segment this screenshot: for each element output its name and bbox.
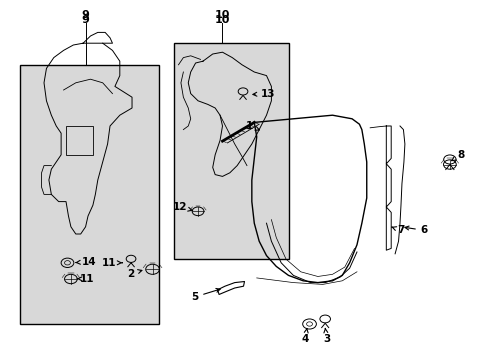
Text: 11: 11 bbox=[102, 258, 122, 268]
Text: 12: 12 bbox=[172, 202, 192, 212]
Text: 14: 14 bbox=[76, 257, 96, 267]
Text: 9: 9 bbox=[81, 15, 89, 25]
Text: 6: 6 bbox=[404, 225, 427, 235]
Text: 7: 7 bbox=[391, 225, 404, 235]
Text: 8: 8 bbox=[451, 150, 463, 161]
Text: 13: 13 bbox=[252, 89, 275, 99]
Bar bbox=[20, 65, 159, 324]
Bar bbox=[173, 43, 288, 259]
Text: 3: 3 bbox=[323, 328, 329, 344]
Text: 4: 4 bbox=[301, 328, 308, 344]
Text: 5: 5 bbox=[191, 288, 220, 302]
Text: 11: 11 bbox=[77, 274, 94, 284]
Text: 10: 10 bbox=[214, 15, 230, 25]
Text: 10: 10 bbox=[214, 10, 230, 20]
Bar bbox=[66, 126, 93, 155]
Text: 1: 1 bbox=[245, 121, 259, 131]
Text: 2: 2 bbox=[127, 269, 142, 279]
Text: 9: 9 bbox=[81, 10, 89, 20]
